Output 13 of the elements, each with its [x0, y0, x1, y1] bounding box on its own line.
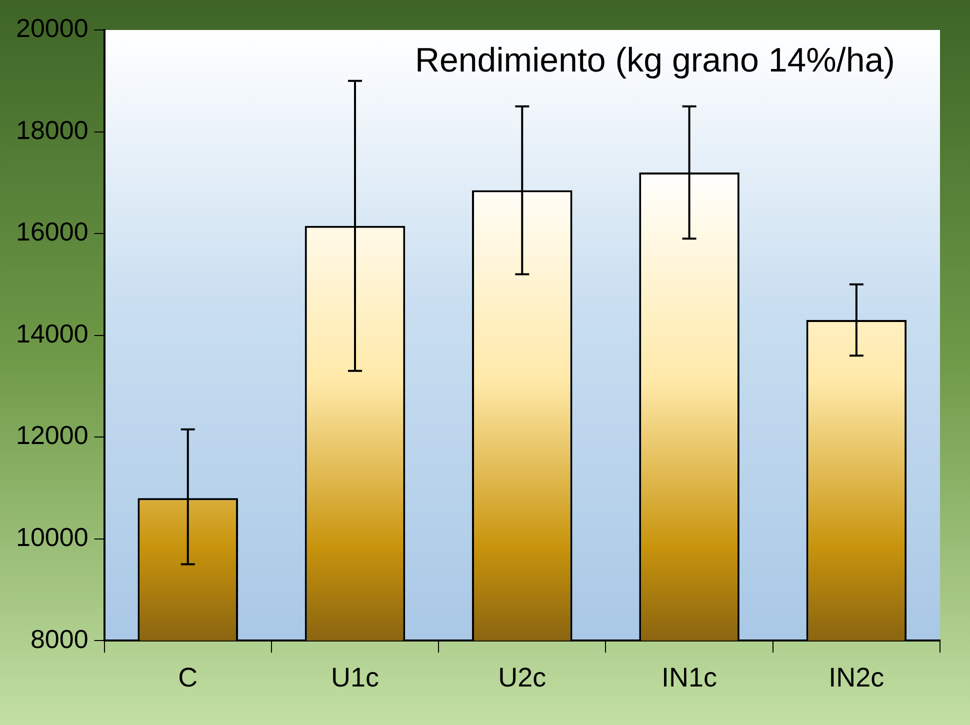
x-tick-label: IN1c: [662, 662, 718, 692]
x-tick-label: C: [178, 662, 198, 692]
y-tick-label: 12000: [16, 420, 88, 450]
y-tick-label: 16000: [16, 216, 88, 247]
y-tick-label: 10000: [16, 522, 88, 552]
x-tick-label: IN2c: [828, 662, 884, 692]
y-tick-label: 20000: [16, 13, 88, 44]
y-tick-label: 14000: [16, 318, 88, 348]
x-tick-label: U2c: [498, 662, 546, 692]
chart-title: Rendimiento (kg grano 14%/ha): [414, 41, 895, 80]
y-tick-label: 18000: [16, 114, 88, 145]
y-tick-label: 8000: [30, 624, 88, 654]
x-tick-label: U1c: [331, 662, 380, 692]
